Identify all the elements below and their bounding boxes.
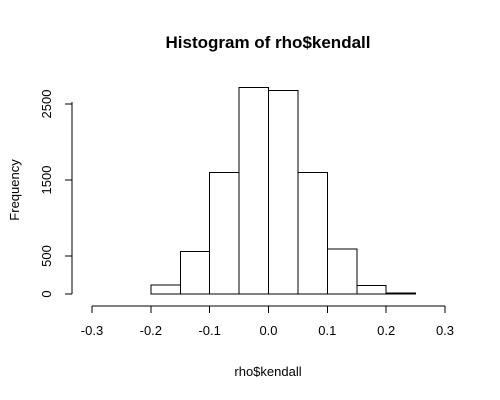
histogram-bar [385,292,417,295]
y-tick-label: 1500 [39,166,54,195]
y-axis-ticks: 0 500 1500 2500 [39,90,72,298]
x-tick-label: 0.0 [259,323,277,338]
x-tick-label: 0.3 [436,323,454,338]
histogram-bar [268,89,299,295]
histogram-bar [356,285,387,295]
y-tick-label: 2500 [39,90,54,119]
y-tick-label: 0 [39,290,54,297]
y-axis-label: Frequency [7,159,22,221]
histogram-bar [326,248,358,295]
y-tick-label: 500 [39,245,54,267]
x-tick-label: -0.3 [81,323,103,338]
x-tick-label: -0.1 [198,323,220,338]
x-axis-ticks: -0.3 -0.2 -0.1 0.0 0.1 0.2 0.3 [81,306,454,338]
histogram-bar [238,86,269,295]
histogram-bar [150,284,181,295]
histogram-bar [179,250,211,295]
histogram-bar [297,171,328,295]
x-tick-label: -0.2 [140,323,162,338]
chart-title: Histogram of rho$kendall [166,33,371,52]
x-tick-label: 0.2 [377,323,395,338]
histogram-bar [209,171,240,295]
x-axis-label: rho$kendall [234,364,301,379]
x-tick-label: 0.1 [318,323,336,338]
histogram-bars [150,86,417,295]
